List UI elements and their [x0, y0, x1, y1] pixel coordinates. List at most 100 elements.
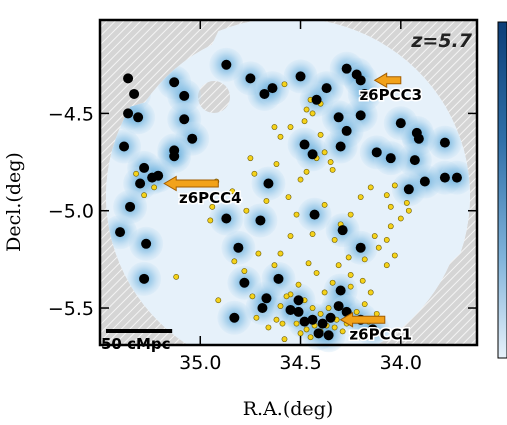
bright-galaxy-point — [451, 172, 462, 183]
protocluster-label: z6PCC4 — [179, 189, 242, 207]
faint-candidate-point — [313, 270, 320, 276]
bright-galaxy-point — [245, 73, 256, 84]
bright-galaxy-point — [135, 178, 146, 189]
faint-candidate-point — [279, 320, 286, 327]
faint-candidate-point — [303, 106, 310, 113]
bright-galaxy-point — [229, 312, 240, 323]
bright-galaxy-point — [257, 303, 268, 314]
bright-galaxy-point — [307, 149, 318, 160]
faint-candidate-point — [335, 262, 342, 269]
faint-candidate-point — [359, 277, 366, 284]
faint-candidate-point — [277, 303, 284, 309]
faint-candidate-point — [271, 124, 278, 130]
faint-candidate-point — [287, 124, 294, 130]
arrow-shape — [373, 72, 402, 89]
bright-galaxy-point — [139, 273, 150, 284]
bright-galaxy-point — [295, 71, 306, 82]
x-tick-label: 34.5 — [279, 352, 321, 374]
faint-candidate-point — [281, 81, 288, 88]
plot-area — [100, 17, 477, 375]
faint-candidate-point — [293, 320, 300, 327]
scale-bar: 50 cMpc — [101, 329, 173, 353]
bright-galaxy-point — [337, 225, 348, 236]
faint-candidate-point — [309, 231, 316, 237]
y-axis-label: Decl.(deg) — [3, 152, 25, 252]
bright-galaxy-point — [115, 227, 126, 238]
y-tick-label: −4.5 — [48, 103, 94, 125]
faint-candidate-point — [391, 182, 398, 189]
faint-candidate-point — [287, 233, 294, 239]
x-axis-ticks: 35.0 34.5 34.0 — [179, 20, 422, 374]
faint-candidate-point — [209, 203, 216, 210]
bright-galaxy-point — [355, 110, 366, 121]
bright-galaxy-point — [119, 141, 130, 152]
faint-candidate-point — [271, 262, 278, 269]
faint-candidate-point — [383, 237, 390, 243]
redshift-label: z=5.7 — [410, 30, 472, 52]
bright-galaxy-point — [299, 139, 310, 150]
faint-candidate-point — [345, 254, 352, 261]
bright-galaxy-point — [325, 312, 336, 323]
bright-galaxy-point — [123, 108, 134, 119]
faint-candidate-point — [367, 289, 374, 296]
bright-galaxy-point — [293, 306, 304, 317]
protocluster-arrow: z6PCC3 — [358, 72, 424, 105]
faint-candidate-point — [321, 149, 328, 156]
bright-galaxy-point — [309, 209, 320, 220]
bright-galaxy-point — [385, 153, 396, 164]
faint-candidate-point — [367, 184, 374, 191]
faint-candidate-point — [231, 258, 238, 265]
protocluster-arrows: z6PCC3 z6PCC4 z6PCC1 — [163, 72, 424, 345]
bright-galaxy-point — [333, 301, 344, 312]
bright-galaxy-point — [125, 201, 136, 212]
faint-candidate-point — [325, 305, 332, 311]
bright-galaxy-point — [187, 133, 198, 144]
bright-galaxy-point — [239, 277, 250, 288]
faint-candidate-point — [173, 273, 180, 280]
faint-candidate-point — [329, 166, 336, 173]
faint-candidate-point — [387, 223, 394, 230]
bright-galaxy-point — [311, 94, 322, 105]
faint-candidate-point — [383, 262, 390, 269]
bright-galaxy-point — [341, 125, 352, 136]
faint-candidate-point — [303, 326, 310, 333]
bright-galaxy-point — [317, 318, 328, 329]
bright-galaxy-point — [261, 293, 272, 304]
faint-candidate-point — [229, 188, 236, 195]
bright-galaxy-point — [221, 213, 232, 224]
faint-candidate-point — [301, 118, 308, 125]
protocluster-arrow: z6PCC1 — [339, 311, 414, 345]
bright-galaxy-point — [169, 77, 180, 88]
faint-candidate-point — [297, 176, 304, 183]
bright-galaxy-point — [123, 73, 134, 84]
faint-candidate-point — [303, 168, 310, 175]
plot-frame — [98, 18, 479, 347]
bright-galaxy-point — [233, 242, 244, 253]
faint-candidate-point — [273, 161, 280, 167]
faint-candidate-point — [361, 256, 368, 263]
colorbar — [497, 21, 507, 359]
protocluster-arrow: z6PCC4 — [163, 175, 243, 209]
faint-candidate-point — [277, 133, 284, 140]
protocluster-label: z6PCC3 — [359, 86, 422, 104]
faint-candidate-point — [285, 194, 292, 200]
faint-candidate-point — [347, 272, 354, 278]
bright-galaxy-point — [255, 215, 266, 226]
bright-galaxy-point — [335, 285, 346, 296]
faint-candidate-point — [283, 293, 290, 300]
faint-candidate-point — [391, 252, 398, 259]
faint-candidate-point — [317, 310, 324, 317]
bright-galaxy-point — [221, 59, 232, 70]
faint-candidate-point — [329, 279, 336, 286]
bright-galaxy-point — [169, 151, 180, 162]
bright-galaxy-point — [323, 330, 334, 341]
bright-galaxy-point — [367, 324, 378, 335]
y-axis-ticks: −4.5 −5.0 −5.5 — [48, 103, 477, 320]
faint-candidate-point — [383, 192, 390, 199]
bright-galaxy-point — [355, 242, 366, 253]
arrow-shape — [163, 175, 219, 192]
masked-hole — [198, 81, 230, 113]
faint-candidate-point — [307, 334, 314, 341]
faint-candidate-point — [295, 281, 302, 288]
faint-candidate-point — [255, 250, 262, 257]
